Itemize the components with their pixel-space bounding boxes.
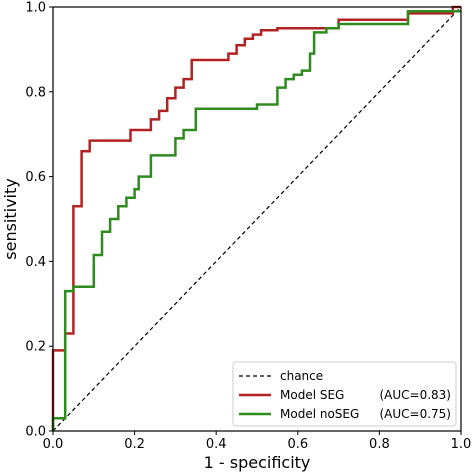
y-tick-label: 0.8 [25, 85, 46, 100]
y-tick-label: 0.0 [25, 425, 46, 440]
series-line-chance [52, 6, 462, 432]
series-line-model-noseg [51, 9, 461, 431]
x-axis-title: 1 - specificity [204, 453, 311, 472]
y-tick-label: 1.0 [25, 1, 46, 16]
y-tick-label: 0.6 [25, 170, 46, 185]
y-axis-ticks: 0.0 0.2 0.4 0.6 0.8 1.0 [25, 1, 53, 440]
x-tick-label: 0.8 [369, 437, 390, 452]
x-tick-label: 1.0 [451, 437, 472, 452]
x-tick-label: 0.6 [287, 437, 308, 452]
x-tick-label: 0.0 [43, 437, 64, 452]
y-tick-label: 0.4 [25, 255, 46, 270]
plot-frame [52, 6, 462, 432]
y-tick-label: 0.2 [25, 340, 46, 355]
legend-auc-model-seg: (AUC=0.83) [379, 388, 451, 402]
legend: chance Model SEG (AUC=0.83) Model noSEG … [232, 361, 457, 427]
legend-label-model-noseg: Model noSEG [280, 407, 359, 421]
series-line-model-seg [51, 5, 461, 431]
legend-auc-model-noseg: (AUC=0.75) [379, 407, 451, 421]
x-tick-label: 0.4 [206, 437, 227, 452]
x-tick-label: 0.2 [124, 437, 145, 452]
legend-box [232, 361, 457, 427]
y-axis-title: sensitivity [1, 178, 20, 259]
legend-label-model-seg: Model SEG [280, 388, 344, 402]
plot-lines [51, 5, 462, 432]
x-axis-ticks: 0.0 0.2 0.4 0.6 0.8 1.0 [43, 431, 472, 452]
legend-label-chance: chance [280, 369, 323, 383]
